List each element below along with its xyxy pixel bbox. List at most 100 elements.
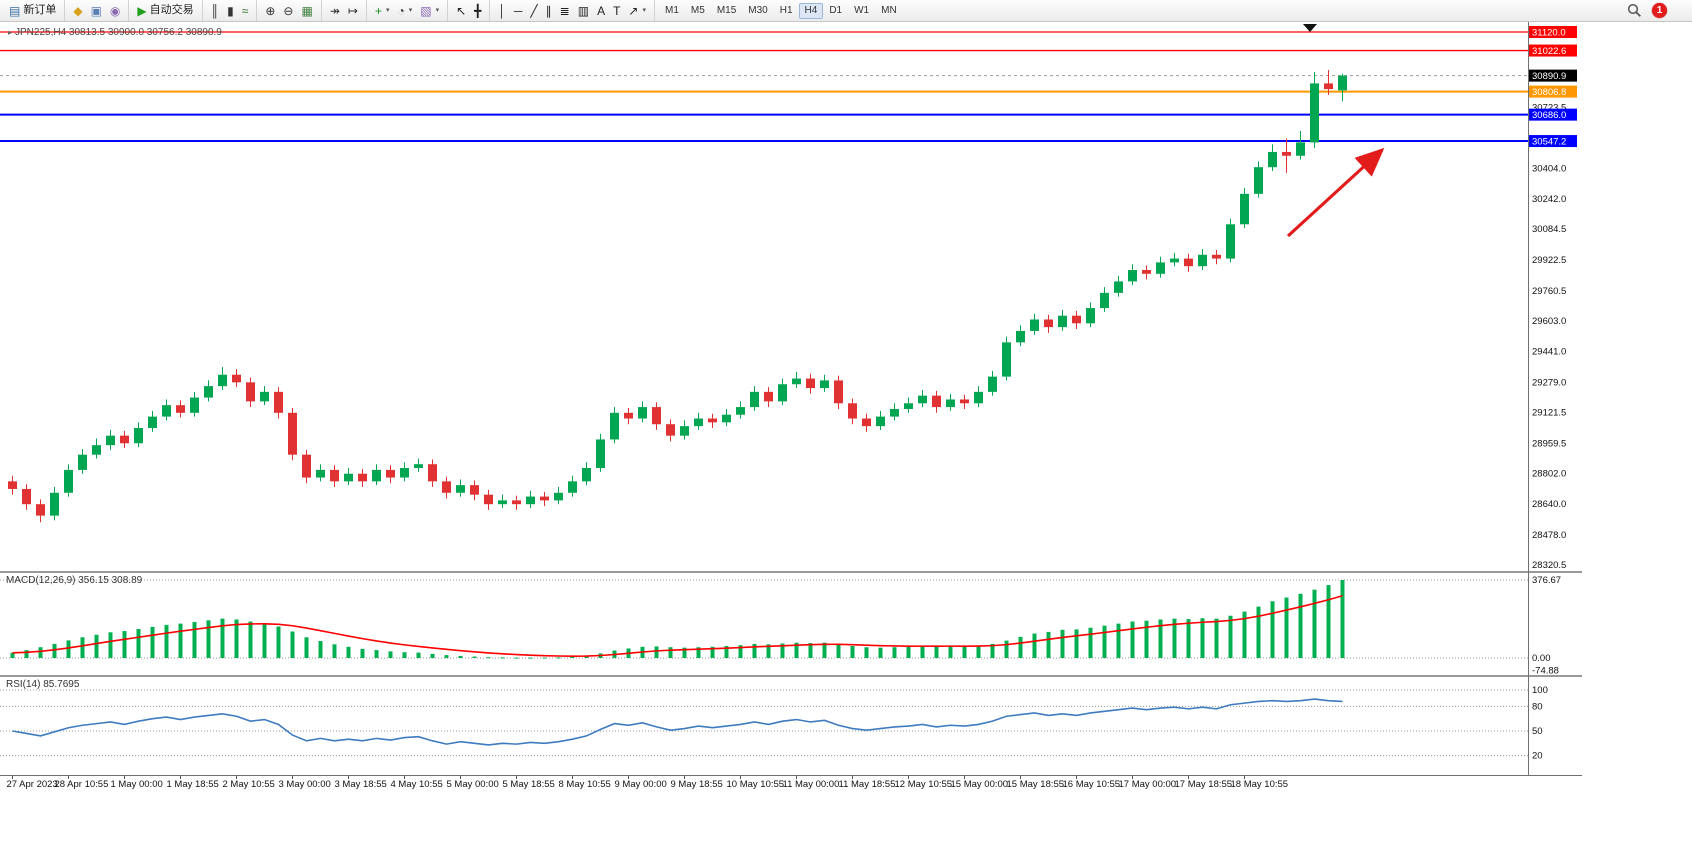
candle [414, 458, 423, 472]
text-label-button[interactable]: T [609, 4, 624, 18]
candle [78, 448, 87, 474]
macd-bar [24, 650, 29, 658]
indicators-button[interactable]: + ▾ [371, 4, 394, 18]
toolbar-right: 1 [1627, 3, 1689, 18]
horizontal-line-button[interactable]: ─ [510, 4, 527, 18]
zoom-out-icon: ⊖ [283, 3, 294, 18]
timeframe-h1-button[interactable]: H1 [774, 3, 799, 19]
timeframe-m1-button[interactable]: M1 [659, 3, 685, 19]
candle [974, 386, 983, 408]
price-axis-label: 29121.5 [1532, 408, 1566, 419]
macd-bar [80, 637, 85, 658]
line-chart-button[interactable]: ≈ [238, 4, 253, 18]
cursor-button[interactable]: ↖ [452, 4, 470, 18]
autotrading-button[interactable]: ▶ 自动交易 [133, 4, 197, 18]
auto-scroll-button[interactable]: ↠ [326, 4, 344, 18]
price-axis-label: 28959.5 [1532, 438, 1566, 449]
time-axis-label: 1 May 18:55 [167, 779, 219, 790]
svg-text:30806.8: 30806.8 [1532, 87, 1566, 98]
candle [1142, 265, 1151, 280]
macd-bar [1018, 636, 1023, 658]
text-label-icon: T [613, 3, 621, 18]
tile-windows-button[interactable]: ▦ [297, 4, 316, 18]
candle [134, 422, 143, 448]
trend-arrow-annotation[interactable] [1286, 147, 1385, 238]
auto-scroll-icon: ↠ [329, 3, 340, 18]
candle [1002, 336, 1011, 381]
chart-title-arrow-icon: ▸ [8, 28, 13, 37]
chart-shift-marker[interactable] [1303, 24, 1317, 32]
rsi-label: RSI(14) 85.7695 [6, 679, 80, 690]
candle [680, 420, 689, 440]
candle [582, 462, 591, 486]
macd-bar [1270, 601, 1275, 658]
macd-bar [892, 647, 897, 658]
macd-bar [388, 651, 393, 658]
macd-bar [1312, 589, 1317, 658]
navigator-icon[interactable]: ◉ [106, 4, 124, 18]
svg-text:30890.9: 30890.9 [1532, 71, 1566, 82]
candle [1086, 302, 1095, 328]
chart-shift-button[interactable]: ↦ [344, 4, 362, 18]
candle [1044, 314, 1053, 333]
candle [204, 380, 213, 402]
candle [988, 370, 997, 396]
zoom-out-button[interactable]: ⊖ [279, 4, 297, 18]
channel-icon: ∥ [545, 3, 552, 18]
bar-chart-button[interactable]: ║ [207, 4, 224, 18]
cycle-lines-button[interactable]: ▥ [574, 4, 593, 18]
cycle-lines-icon: ▥ [577, 3, 590, 18]
periods-button[interactable]: ◔ ▾ [393, 4, 416, 18]
notification-badge[interactable]: 1 [1652, 3, 1667, 18]
timeframe-w1-button[interactable]: W1 [848, 3, 875, 19]
time-axis-label: 10 May 10:55 [727, 779, 785, 790]
zoom-in-button[interactable]: ⊕ [261, 4, 279, 18]
candle [610, 407, 619, 444]
macd-bar [1088, 627, 1093, 658]
timeframe-mn-button[interactable]: MN [875, 3, 903, 19]
macd-bar [1060, 629, 1065, 658]
candlestick-chart-button[interactable]: ▮ [223, 4, 238, 18]
timeframe-d1-button[interactable]: D1 [823, 3, 848, 19]
timeframe-m5-button[interactable]: M5 [685, 3, 711, 19]
timeframe-m15-button[interactable]: M15 [711, 3, 742, 19]
rsi-scale-label: 100 [1532, 685, 1548, 696]
macd-bar [1228, 615, 1233, 658]
templates-caret-icon: ▾ [435, 7, 440, 14]
candle [862, 413, 871, 432]
macd-bar [668, 647, 673, 658]
price-axis-label: 29441.0 [1532, 347, 1566, 358]
timeframe-h4-button[interactable]: H4 [798, 2, 824, 19]
trendline-button[interactable]: ╱ [526, 4, 541, 18]
macd-bar [990, 643, 995, 658]
macd-bar [416, 652, 421, 658]
time-axis-label: 5 May 18:55 [503, 779, 555, 790]
fibonacci-button[interactable]: ≣ [556, 4, 574, 18]
macd-bar [724, 645, 729, 658]
print-icon[interactable]: ▣ [87, 4, 106, 18]
vertical-line-button[interactable]: │ [494, 4, 510, 18]
time-axis-label: 3 May 00:00 [279, 779, 331, 790]
candle [1310, 71, 1319, 149]
channel-button[interactable]: ∥ [542, 4, 556, 18]
text-button[interactable]: A [593, 4, 609, 18]
timeframe-m30-button[interactable]: M30 [742, 3, 773, 19]
strategy-tester-icon[interactable]: ◆ [69, 4, 86, 18]
macd-bar [1326, 585, 1331, 658]
search-icon[interactable] [1627, 3, 1642, 18]
candle [1324, 70, 1333, 95]
new-order-button[interactable]: ▤ 新订单 [5, 4, 60, 18]
candle [64, 464, 73, 497]
templates-button[interactable]: ▧ ▾ [416, 4, 443, 18]
time-axis-label: 17 May 00:00 [1119, 779, 1177, 790]
crosshair-button[interactable]: ╋ [470, 4, 485, 18]
candle [1184, 253, 1193, 272]
macd-bar [570, 656, 575, 658]
zoom-in-icon: ⊕ [265, 3, 276, 18]
arrows-button[interactable]: ↗ ▾ [624, 4, 650, 18]
candle [22, 484, 31, 510]
macd-bar [136, 629, 141, 658]
cursor-icon: ↖ [456, 3, 467, 18]
price-level-tag: 31022.6 [1529, 44, 1577, 57]
